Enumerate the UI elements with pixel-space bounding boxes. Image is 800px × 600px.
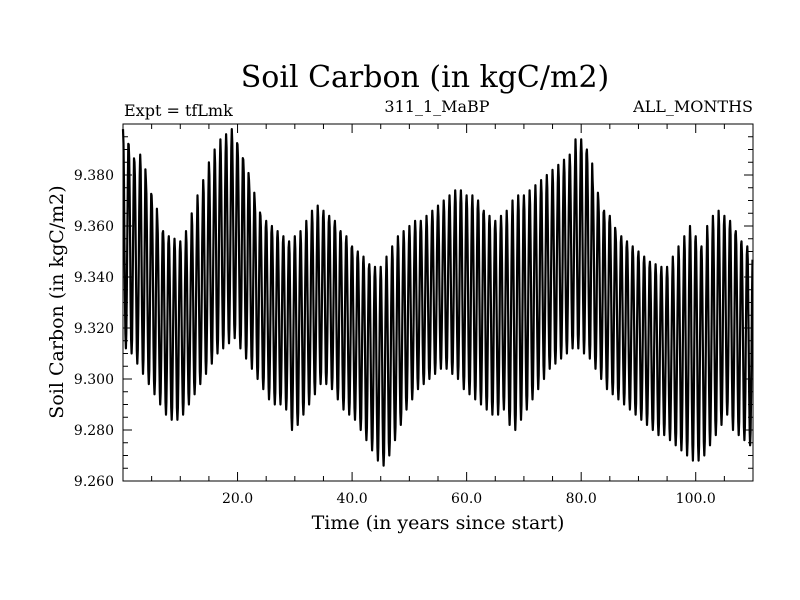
soil-carbon-series-line <box>121 128 754 467</box>
chart-title: Soil Carbon (in kgC/m2) <box>241 60 609 95</box>
y-axis-title: Soil Carbon (in kgC/m2) <box>46 185 68 418</box>
experiment-label: Expt = tfLmk <box>124 101 233 120</box>
months-label: ALL_MONTHS <box>632 97 753 116</box>
run-label: 311_1_MaBP <box>384 97 489 116</box>
y-tick-label: 9.280 <box>74 423 114 439</box>
y-tick-label: 9.320 <box>74 321 114 337</box>
y-tick-label: 9.380 <box>74 168 114 184</box>
x-tick-label: 80.0 <box>566 491 597 507</box>
y-tick-label: 9.360 <box>74 219 114 235</box>
series-layer <box>121 128 754 467</box>
plot-frame <box>122 123 754 482</box>
x-tick-label: 100.0 <box>676 491 716 507</box>
x-tick-label: 20.0 <box>222 491 253 507</box>
y-tick-label: 9.340 <box>74 270 114 286</box>
x-tick-label: 60.0 <box>451 491 482 507</box>
x-tick-label: 40.0 <box>337 491 368 507</box>
axis-ticks: 20.0 40.0 60.0 80.0 100.0 9.260 9.280 9.300 9.32… <box>74 124 753 507</box>
x-axis-title: Time (in years since start) <box>312 512 565 534</box>
y-tick-label: 9.300 <box>74 372 114 388</box>
y-tick-label: 9.260 <box>74 474 114 490</box>
